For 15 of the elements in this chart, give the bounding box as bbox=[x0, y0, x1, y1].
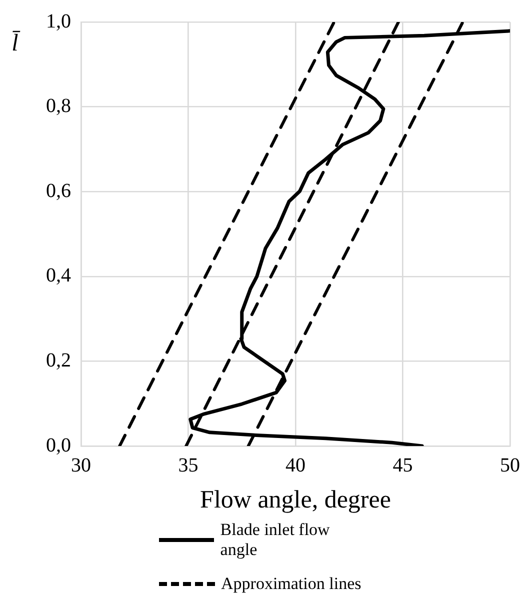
x-tick-label: 30 bbox=[71, 454, 91, 476]
y-axis-title: l̄ bbox=[12, 30, 20, 56]
y-tick-label: 0,4 bbox=[46, 264, 71, 287]
x-tick-label: 45 bbox=[392, 454, 413, 476]
y-tick-label: 1,0 bbox=[46, 10, 71, 32]
x-axis-title: Flow angle, degree bbox=[200, 486, 391, 514]
y-tick-label: 0,0 bbox=[46, 434, 71, 456]
y-tick-label: 0,2 bbox=[46, 349, 71, 372]
legend-label: Approximation lines bbox=[221, 574, 362, 594]
x-tick-label: 50 bbox=[500, 454, 520, 476]
x-tick-label: 40 bbox=[286, 454, 306, 476]
legend-label: Blade inlet flow angle bbox=[220, 520, 331, 560]
y-tick-label: 0,6 bbox=[46, 180, 71, 202]
x-tick-label: 35 bbox=[178, 454, 198, 476]
y-tick-label: 0,8 bbox=[46, 95, 71, 118]
